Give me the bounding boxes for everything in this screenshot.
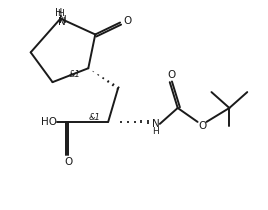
Text: &1: &1: [88, 113, 100, 122]
Text: N: N: [152, 119, 160, 129]
Text: O: O: [198, 121, 207, 131]
Text: H: H: [55, 8, 62, 18]
Text: H: H: [57, 9, 64, 18]
Text: N: N: [59, 14, 66, 25]
Text: O: O: [123, 16, 131, 26]
Text: O: O: [168, 70, 176, 80]
Text: O: O: [64, 157, 73, 167]
Text: H: H: [152, 127, 159, 136]
Text: &1: &1: [68, 70, 80, 79]
Text: N: N: [58, 17, 65, 26]
Text: HO: HO: [40, 117, 57, 127]
